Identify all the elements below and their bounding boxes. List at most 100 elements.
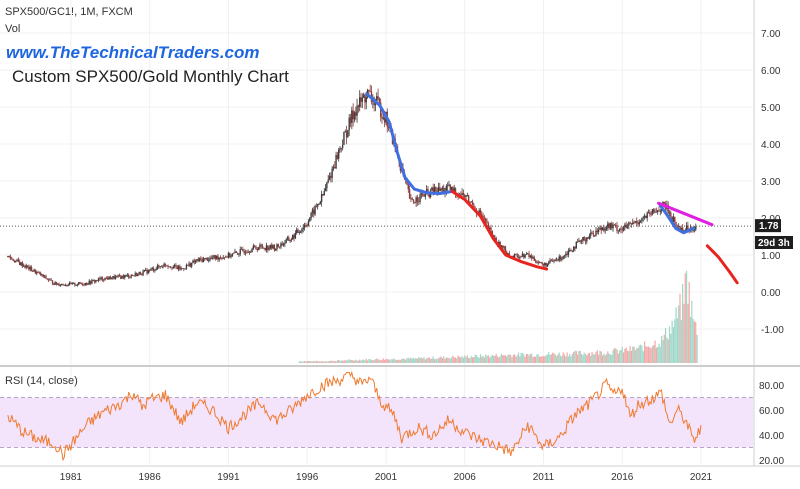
- volume-bar: [647, 346, 650, 363]
- volume-bar: [667, 339, 669, 363]
- volume-bar: [324, 361, 327, 363]
- volume-bar: [393, 358, 395, 363]
- volume-bar: [586, 355, 588, 363]
- volume-bar: [629, 345, 631, 363]
- volume-bar: [453, 357, 455, 363]
- candle-body: [22, 265, 25, 267]
- volume-bar: [641, 345, 643, 363]
- candle-body: [55, 282, 58, 285]
- volume-label[interactable]: Vol: [5, 23, 20, 35]
- volume-bar: [481, 356, 483, 363]
- candle-body: [282, 243, 285, 246]
- candle-body: [34, 269, 37, 274]
- volume-bar: [457, 355, 459, 363]
- candle-body: [173, 264, 176, 267]
- symbol-line[interactable]: SPX500/GC1!, 1M, FXCM: [5, 6, 133, 18]
- candle-body: [343, 131, 345, 145]
- candle-body: [210, 257, 213, 259]
- candle-body: [247, 251, 249, 253]
- candle-body: [93, 280, 96, 282]
- volume-bar: [676, 318, 678, 363]
- candle-body: [39, 272, 42, 276]
- volume-bar: [591, 351, 593, 363]
- candle-body: [277, 244, 280, 247]
- volume-bar: [303, 361, 306, 363]
- candle-body: [54, 282, 56, 285]
- volume-bar: [437, 358, 440, 363]
- candle-body: [112, 276, 114, 279]
- volume-bar: [554, 354, 556, 363]
- volume-bar: [553, 353, 555, 363]
- volume-bar: [403, 358, 405, 363]
- candle-body: [629, 222, 631, 224]
- candle-body: [437, 187, 440, 193]
- volume-bar: [674, 319, 676, 363]
- volume-bar: [603, 353, 605, 363]
- candle-body: [185, 264, 188, 269]
- volume-bar: [507, 354, 509, 363]
- candle-body: [410, 198, 412, 200]
- volume-bar: [321, 361, 323, 363]
- volume-bar: [562, 352, 564, 363]
- volume-bar: [496, 356, 499, 363]
- volume-bar: [365, 358, 367, 363]
- candle-body: [671, 216, 673, 222]
- volume-bar: [570, 356, 572, 363]
- candle-body: [104, 277, 106, 281]
- candle-body: [433, 187, 436, 195]
- candle-body: [345, 131, 348, 138]
- volume-bar: [419, 357, 421, 363]
- volume-bar: [360, 360, 362, 363]
- time-tick-label: 1981: [60, 472, 83, 483]
- candle-body: [469, 202, 471, 203]
- candle-body: [440, 189, 442, 191]
- volume-bar: [695, 321, 697, 363]
- candle-body: [100, 277, 102, 280]
- volume-bar: [654, 340, 656, 363]
- candle-body: [471, 201, 474, 206]
- volume-bar: [464, 355, 466, 363]
- volume-bar: [619, 350, 621, 363]
- volume-bar: [569, 353, 571, 363]
- candle-body: [428, 191, 430, 198]
- candle-body: [515, 253, 517, 255]
- candle-body: [164, 263, 167, 266]
- candle-body: [49, 279, 51, 281]
- candle-body: [276, 244, 278, 250]
- volume-bar: [445, 357, 447, 363]
- candle-body: [561, 258, 563, 260]
- volume-bar: [405, 359, 407, 363]
- volume-bar: [664, 327, 667, 363]
- candle-body: [563, 255, 566, 257]
- candle-body: [320, 193, 323, 202]
- candle-body: [213, 255, 215, 258]
- candle-body: [613, 224, 616, 226]
- volume-bar: [359, 359, 361, 363]
- candle-body: [323, 191, 325, 196]
- candle-body: [84, 282, 87, 285]
- candle-body: [557, 259, 559, 261]
- candle-body: [339, 147, 341, 150]
- volume-bar: [521, 352, 524, 363]
- volume-bar: [462, 357, 465, 363]
- candle-body: [25, 265, 27, 268]
- magenta-trend-line: [657, 201, 714, 227]
- volume-bar: [443, 356, 445, 363]
- candle-body: [415, 197, 417, 203]
- candle-body: [110, 278, 113, 280]
- candle-body: [507, 253, 509, 255]
- price-tick-label: 1.00: [761, 251, 781, 262]
- candle-body: [512, 255, 514, 258]
- time-axis[interactable]: 1981 1986 1991 1996 2001 2006 2011 2016 2021: [60, 472, 713, 483]
- candle-body: [141, 274, 143, 276]
- rsi-label[interactable]: RSI (14, close): [5, 375, 78, 387]
- candle-body: [328, 176, 331, 180]
- candle-body: [310, 212, 312, 219]
- rsi-axis[interactable]: 80.00 60.00 40.00 20.00: [759, 381, 784, 467]
- candle-body: [260, 244, 262, 246]
- volume-bar: [502, 355, 504, 363]
- volume-bar: [612, 350, 614, 363]
- volume-bar: [356, 360, 358, 363]
- candle-body: [527, 253, 529, 255]
